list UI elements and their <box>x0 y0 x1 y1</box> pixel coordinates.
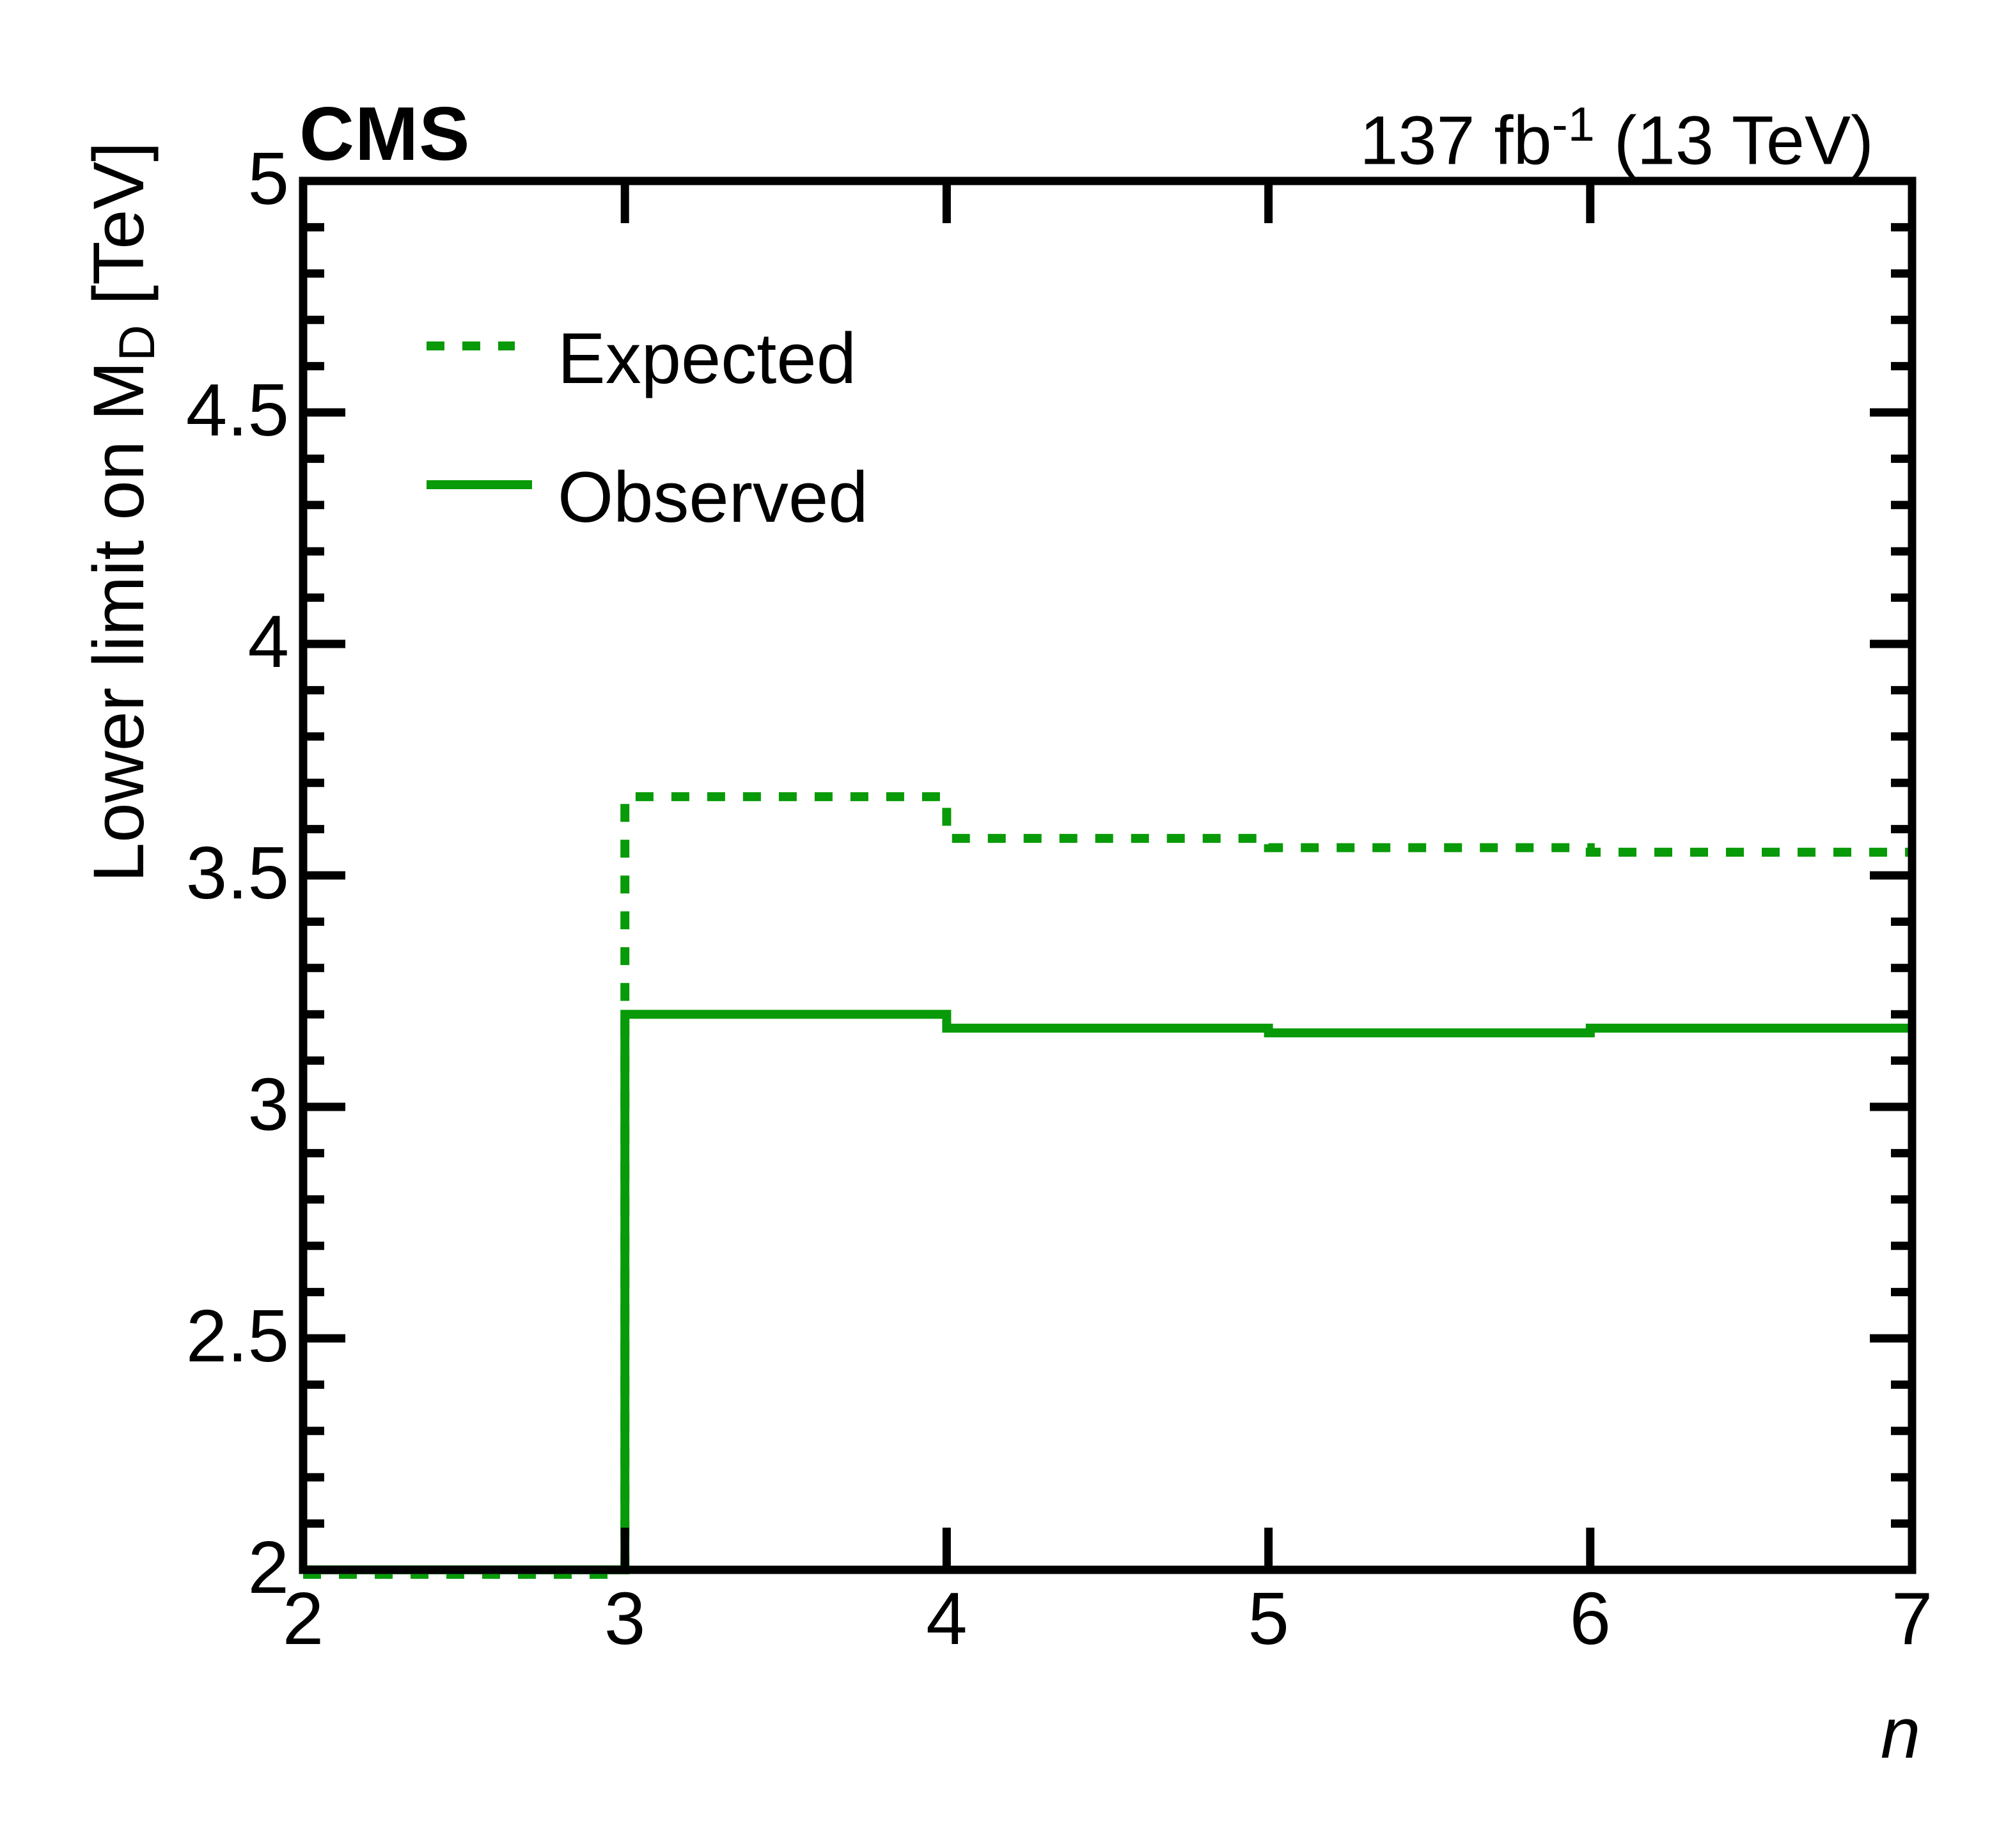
x-tick-label: 5 <box>1248 1577 1289 1660</box>
luminosity-label: 137 fb-1 (13 TeV) <box>1360 98 1874 179</box>
series-line-expected <box>303 792 1912 1579</box>
y-tick-label: 2.5 <box>185 1294 289 1377</box>
lumi-energy: (13 TeV) <box>1594 101 1874 179</box>
lumi-value: 137 fb <box>1360 101 1552 179</box>
y-tick-label: 4 <box>247 600 289 683</box>
lumi-exponent: -1 <box>1551 98 1595 152</box>
y-axis-title: Lower limit on MD [TeV] <box>79 141 166 882</box>
y-axis-title-subscript: D <box>109 325 166 361</box>
x-tick-label: 6 <box>1569 1577 1611 1660</box>
x-tick-label: 3 <box>604 1577 646 1660</box>
legend-label-observed: Observed <box>558 457 868 537</box>
x-tick-label: 7 <box>1891 1577 1933 1660</box>
y-tick-label: 3.5 <box>185 831 289 914</box>
x-axis-title: n <box>1880 1693 1921 1773</box>
x-tick-label: 2 <box>282 1577 324 1660</box>
y-tick-label: 5 <box>247 137 289 220</box>
y-tick-label: 2 <box>247 1526 289 1609</box>
experiment-label: CMS <box>299 91 471 176</box>
legend-label-expected: Expected <box>558 318 856 398</box>
plot-frame <box>299 176 1917 1574</box>
y-tick-label: 3 <box>247 1063 289 1146</box>
x-tick-label: 4 <box>926 1577 968 1660</box>
y-tick-label: 4.5 <box>185 368 289 451</box>
series-line-observed <box>303 1010 1912 1574</box>
